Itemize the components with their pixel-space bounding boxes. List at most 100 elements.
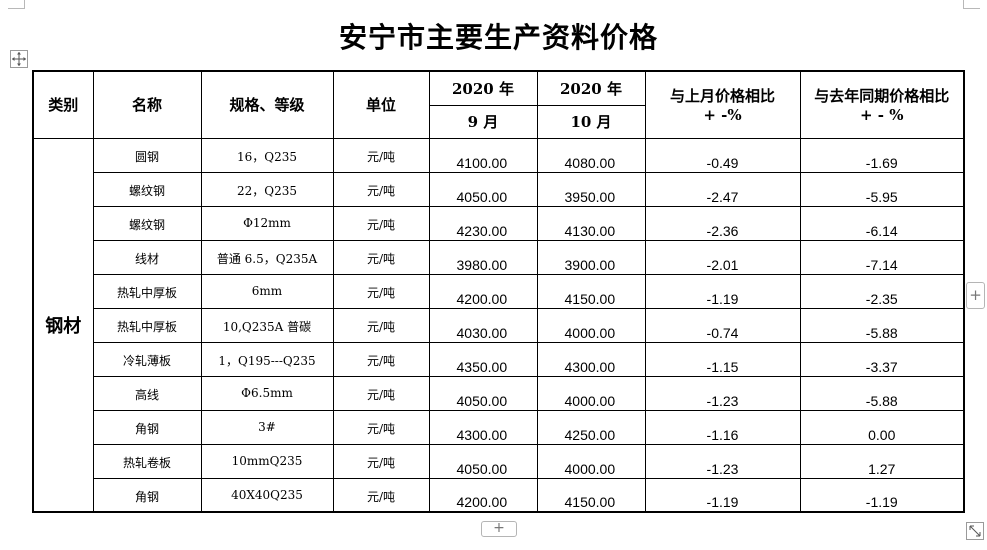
unit-cell: 元/吨 (332, 239, 430, 275)
header-mom-line2: + -% (703, 106, 742, 125)
table-row: 螺纹钢 Φ12mm 元/吨 4230.00 4130.00 -2.36 -6.14 (33, 205, 965, 241)
table-row: 角钢 3# 元/吨 4300.00 4250.00 -1.16 0.00 (33, 409, 965, 445)
yoy-change-cell: -6.14 (799, 205, 965, 241)
header-yoy-line2: + - % (860, 106, 904, 125)
header-prev-year: 2020 年 (428, 70, 538, 106)
yoy-change-cell: -2.35 (799, 273, 965, 309)
header-mom-line1: 与上月价格相比 (669, 87, 775, 106)
add-row-button[interactable]: + (481, 521, 517, 537)
mom-change-cell: -0.74 (644, 307, 801, 343)
unit-cell: 元/吨 (332, 341, 430, 377)
price-table: 类别 名称 规格、等级 单位 2020 年 2020 年 与上月价格相比 + -… (32, 70, 965, 513)
unit-cell: 元/吨 (332, 307, 430, 343)
cur-price-cell: 3950.00 (536, 171, 646, 207)
name-cell: 螺纹钢 (92, 205, 202, 241)
table-row: 热轧中厚板 10,Q235A 普碳 元/吨 4030.00 4000.00 -0.74 -5… (33, 307, 965, 343)
name-cell: 圆钢 (92, 137, 202, 173)
header-yoy: 与去年同期价格相比 + - % (799, 70, 965, 139)
cur-price-cell: 4130.00 (536, 205, 646, 241)
mom-change-cell: -2.36 (644, 205, 801, 241)
cur-price-cell: 4250.00 (536, 409, 646, 445)
name-cell: 热轧卷板 (92, 443, 202, 479)
name-cell: 冷轧薄板 (92, 341, 202, 377)
cur-price-cell: 4300.00 (536, 341, 646, 377)
spec-cell: 22，Q235 (200, 171, 334, 207)
prev-price-cell: 3980.00 (428, 239, 538, 275)
add-column-button[interactable]: + (966, 282, 985, 309)
prev-price-cell: 4350.00 (428, 341, 538, 377)
resize-diagonal-icon (969, 525, 981, 537)
table-row: 热轧卷板 10mmQ235 元/吨 4050.00 4000.00 -1.23 1.27 (33, 443, 965, 479)
spec-cell: 40X40Q235 (200, 477, 334, 513)
name-cell: 热轧中厚板 (92, 307, 202, 343)
header-yoy-line1: 与去年同期价格相比 (814, 87, 950, 106)
table-row: 角钢 40X40Q235 元/吨 4200.00 4150.00 -1.19 -1.19 (33, 477, 965, 513)
unit-cell: 元/吨 (332, 477, 430, 513)
yoy-change-cell: -5.88 (799, 375, 965, 411)
header-spec: 规格、等级 (200, 70, 334, 139)
header-row-bottom: 9 月 10 月 (33, 104, 964, 139)
spec-cell: 普通 6.5，Q235A (200, 239, 334, 275)
document-title: 安宁市主要生产资料价格 (338, 21, 658, 54)
yoy-change-cell: 0.00 (799, 409, 965, 445)
unit-cell: 元/吨 (332, 273, 430, 309)
yoy-change-cell: -1.69 (799, 137, 965, 173)
header-row-top: 类别 名称 规格、等级 单位 2020 年 2020 年 与上月价格相比 + -… (32, 70, 965, 139)
table-row: 冷轧薄板 1，Q195---Q235 元/吨 4350.00 4300.00 -1.15-… (33, 341, 965, 377)
unit-cell: 元/吨 (332, 171, 430, 207)
header-mom: 与上月价格相比 + -% (644, 70, 801, 139)
mom-change-cell: -1.16 (644, 409, 801, 445)
yoy-change-cell: -1.19 (799, 477, 965, 513)
cur-price-cell: 4080.00 (536, 137, 646, 173)
mom-change-cell: -2.47 (644, 171, 801, 207)
name-cell: 高线 (92, 375, 202, 411)
unit-cell: 元/吨 (332, 409, 430, 445)
spec-cell: 16，Q235 (200, 137, 334, 173)
yoy-change-cell: 1.27 (799, 443, 965, 479)
unit-cell: 元/吨 (332, 137, 430, 173)
mom-change-cell: -1.23 (644, 443, 801, 479)
spec-cell: 6mm (200, 273, 334, 309)
yoy-change-cell: -5.95 (799, 171, 965, 207)
prev-price-cell: 4030.00 (428, 307, 538, 343)
page-corner-mark-right (963, 0, 980, 9)
header-unit: 单位 (332, 70, 430, 139)
table-row: 线材 普通 6.5，Q235A 元/吨 3980.00 3900.00 -2.01 -7.1… (33, 239, 965, 275)
table-row: 高线 Φ6.5mm 元/吨 4050.00 4000.00 -1.23 -5.88 (33, 375, 965, 411)
spec-cell: Φ12mm (200, 205, 334, 241)
header-cur-year: 2020 年 (536, 70, 646, 106)
cur-price-cell: 4150.00 (536, 273, 646, 309)
mom-change-cell: -0.49 (644, 137, 801, 173)
unit-cell: 元/吨 (332, 375, 430, 411)
page-corner-mark-left (8, 0, 25, 9)
name-cell: 角钢 (92, 477, 202, 513)
prev-price-cell: 4050.00 (428, 443, 538, 479)
move-arrows-icon (12, 52, 26, 66)
spec-cell: Φ6.5mm (200, 375, 334, 411)
header-category: 类别 (32, 70, 94, 139)
table-resize-handle[interactable] (966, 522, 984, 540)
mom-change-cell: -1.19 (644, 273, 801, 309)
cur-price-cell: 4000.00 (536, 375, 646, 411)
unit-cell: 元/吨 (332, 443, 430, 479)
prev-price-cell: 4050.00 (428, 375, 538, 411)
table-move-handle[interactable] (10, 50, 28, 68)
mom-change-cell: -1.15 (644, 341, 801, 377)
prev-price-cell: 4200.00 (428, 477, 538, 513)
spec-cell: 3# (200, 409, 334, 445)
spec-cell: 10,Q235A 普碳 (200, 307, 334, 343)
mom-change-cell: -1.19 (644, 477, 801, 513)
spec-cell: 1，Q195---Q235 (200, 341, 334, 377)
yoy-change-cell: -7.14 (799, 239, 965, 275)
table-row: 钢材 圆钢 16，Q235 元/吨 4100.00 4080.00 -0.49 -1.69 (32, 137, 965, 513)
name-cell: 线材 (92, 239, 202, 275)
header-prev-month: 9 月 (428, 104, 538, 139)
cur-price-cell: 4150.00 (536, 477, 646, 513)
table-row: 螺纹钢 22，Q235 元/吨 4050.00 3950.00 -2.47 -5.95 (33, 171, 965, 207)
name-cell: 角钢 (92, 409, 202, 445)
prev-price-cell: 4050.00 (428, 171, 538, 207)
mom-change-cell: -1.23 (644, 375, 801, 411)
cur-price-cell: 4000.00 (536, 443, 646, 479)
prev-price-cell: 4300.00 (428, 409, 538, 445)
name-cell: 热轧中厚板 (92, 273, 202, 309)
